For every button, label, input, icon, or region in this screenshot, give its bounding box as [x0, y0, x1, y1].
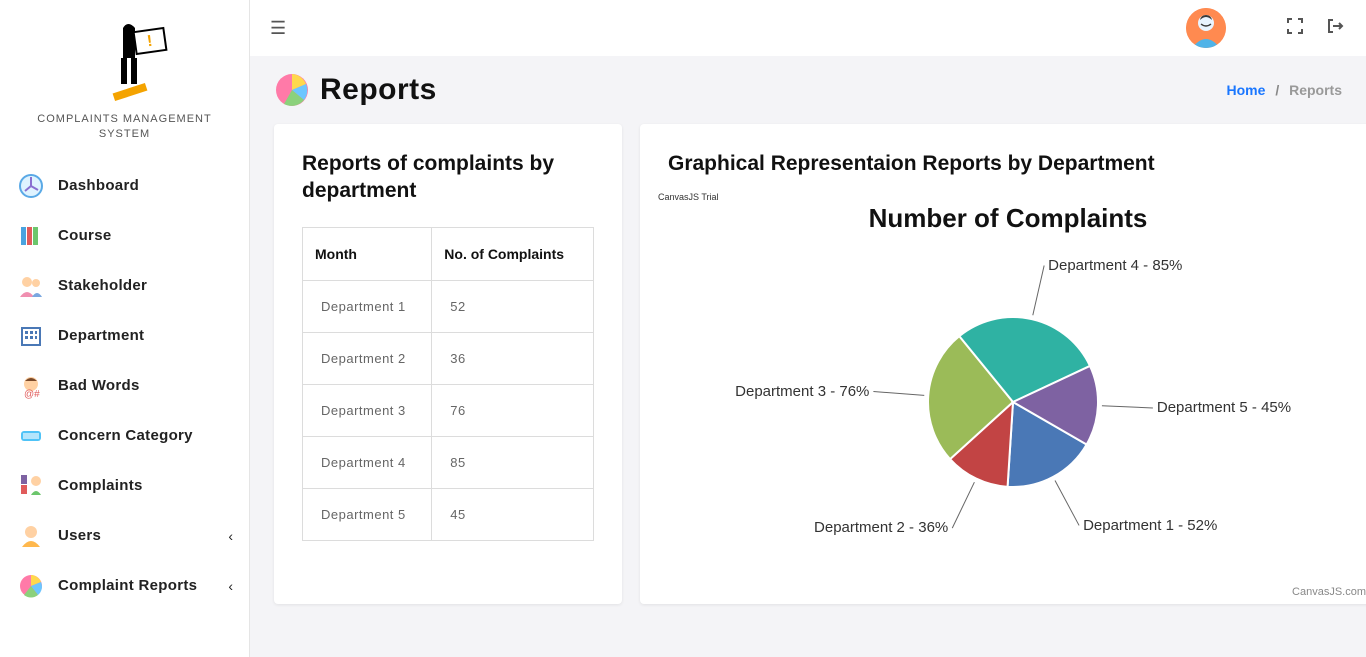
- fullscreen-icon[interactable]: [1284, 17, 1306, 40]
- complaints-icon: [18, 473, 44, 499]
- sidebar-item-complaints[interactable]: Complaints: [0, 461, 249, 511]
- sidebar-item-label: Users: [58, 527, 101, 544]
- sidebar-item-bad-words[interactable]: @# Bad Words: [0, 361, 249, 411]
- table-row: Department 236: [303, 332, 594, 384]
- sidebar-item-label: Course: [58, 227, 111, 244]
- chart-title: Number of Complaints: [668, 203, 1348, 234]
- pie-label: Department 3 - 76%: [735, 383, 869, 400]
- table-col-month: Month: [303, 227, 432, 280]
- svg-text:@#: @#: [24, 389, 40, 399]
- breadcrumb-current: Reports: [1289, 82, 1342, 98]
- table-cell-count: 52: [432, 280, 594, 332]
- topbar: ☰: [250, 0, 1366, 56]
- sidebar-item-stakeholder[interactable]: Stakeholder: [0, 261, 249, 311]
- chart-card: Graphical Representaion Reports by Depar…: [640, 124, 1366, 604]
- breadcrumb-home[interactable]: Home: [1227, 82, 1266, 98]
- badwords-icon: @#: [18, 373, 44, 399]
- avatar-icon: [1186, 8, 1226, 48]
- table-cell-count: 36: [432, 332, 594, 384]
- table-row: Department 376: [303, 384, 594, 436]
- table-card-heading: Reports of complaints by department: [302, 150, 594, 205]
- chart-card-heading: Graphical Representaion Reports by Depar…: [668, 150, 1348, 177]
- table-header-row: Month No. of Complaints: [303, 227, 594, 280]
- reports-icon: [274, 72, 310, 108]
- trial-watermark: CanvasJS Trial: [658, 192, 719, 202]
- sidebar-item-users[interactable]: Users ‹: [0, 511, 249, 561]
- breadcrumb-sep: /: [1275, 82, 1279, 98]
- table-row: Department 545: [303, 488, 594, 540]
- logo-icon: !: [65, 8, 185, 108]
- sidebar-item-concern-category[interactable]: Concern Category: [0, 411, 249, 461]
- sidebar-item-department[interactable]: Department: [0, 311, 249, 361]
- page-title: Reports: [320, 73, 437, 107]
- breadcrumb: Home / Reports: [1227, 82, 1342, 98]
- table-card: Reports of complaints by department Mont…: [274, 124, 622, 604]
- page-header: Reports Home / Reports: [274, 72, 1342, 108]
- sidebar-item-label: Dashboard: [58, 177, 139, 194]
- pie-label: Department 2 - 36%: [814, 519, 948, 536]
- table-row: Department 152: [303, 280, 594, 332]
- dashboard-icon: [18, 173, 44, 199]
- sidebar-item-label: Bad Words: [58, 377, 140, 394]
- sidebar-item-course[interactable]: Course: [0, 211, 249, 261]
- sidebar-item-label: Complaints: [58, 477, 143, 494]
- pie-label: Department 5 - 45%: [1157, 399, 1291, 416]
- pie-label: Department 4 - 85%: [1048, 257, 1182, 274]
- table-cell-dept: Department 3: [303, 384, 432, 436]
- app-logo[interactable]: ! COMPLAINTS MANAGEMENT SYSTEM: [0, 0, 249, 157]
- sidebar-nav: Dashboard Course Stakeholder Department @# Ba…: [0, 157, 249, 611]
- table-cell-count: 76: [432, 384, 594, 436]
- table-cell-dept: Department 4: [303, 436, 432, 488]
- sidebar-item-complaint-reports[interactable]: Complaint Reports ‹: [0, 561, 249, 611]
- sidebar-item-label: Concern Category: [58, 427, 193, 444]
- people-icon: [18, 273, 44, 299]
- chevron-left-icon: ‹: [228, 528, 233, 544]
- sidebar-item-dashboard[interactable]: Dashboard: [0, 161, 249, 211]
- avatar[interactable]: [1186, 8, 1226, 48]
- building-icon: [18, 323, 44, 349]
- pie-label: Department 1 - 52%: [1083, 517, 1217, 534]
- logo-text-1: COMPLAINTS MANAGEMENT: [10, 112, 239, 127]
- logo-text-2: SYSTEM: [10, 127, 239, 142]
- table-cell-count: 45: [432, 488, 594, 540]
- sidebar-item-label: Department: [58, 327, 144, 344]
- table-cell-dept: Department 1: [303, 280, 432, 332]
- chart-credit: CanvasJS.com: [1292, 586, 1366, 598]
- books-icon: [18, 223, 44, 249]
- sidebar: ! COMPLAINTS MANAGEMENT SYSTEM Dashboard…: [0, 0, 250, 657]
- sidebar-item-label: Stakeholder: [58, 277, 147, 294]
- ticket-icon: [18, 423, 44, 449]
- table-col-count: No. of Complaints: [432, 227, 594, 280]
- table-row: Department 485: [303, 436, 594, 488]
- menu-toggle-icon[interactable]: ☰: [270, 18, 294, 39]
- table-cell-dept: Department 2: [303, 332, 432, 384]
- table-cell-dept: Department 5: [303, 488, 432, 540]
- table-cell-count: 85: [432, 436, 594, 488]
- content-area: Reports Home / Reports Reports of compla…: [250, 56, 1366, 657]
- sidebar-item-label: Complaint Reports: [58, 577, 197, 594]
- user-icon: [18, 523, 44, 549]
- logout-icon[interactable]: [1324, 17, 1346, 40]
- piechart-icon: [18, 573, 44, 599]
- pie-chart: Department 1 - 52% Department 2 - 36% Depa…: [668, 244, 1348, 564]
- chevron-left-icon: ‹: [228, 578, 233, 594]
- complaints-table: Month No. of Complaints Department 152De…: [302, 227, 594, 541]
